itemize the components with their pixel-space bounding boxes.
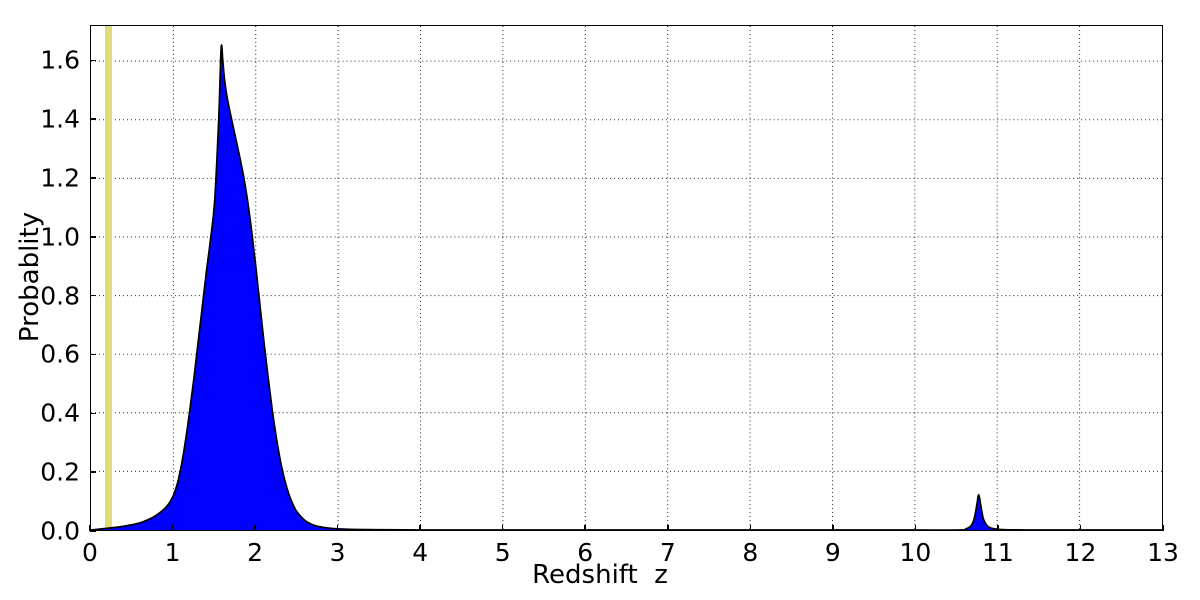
x-tick-label: 1 [164,538,181,567]
x-tick-mark [667,525,669,531]
x-tick-label: 4 [412,538,429,567]
plot-area [90,25,1163,531]
y-tick-label: 0.4 [40,398,80,428]
y-tick-label: 1.6 [40,45,80,75]
x-tick-label: 10 [899,538,932,567]
x-axis-label: Redshift z [532,560,668,590]
x-tick-label: 13 [1147,538,1179,567]
y-tick-label: 1.4 [40,104,80,134]
x-tick-mark [501,525,504,531]
x-tick-mark [89,525,91,531]
y-axis-label: Probablity [15,211,45,343]
x-tick-label: 11 [982,538,1014,567]
gridlines [91,26,1162,530]
y-tick-label: 1.0 [40,222,80,252]
x-tick-mark [419,525,421,531]
highlight-band [105,26,113,530]
x-tick-label: 0 [82,538,98,567]
y-tick-mark [90,294,96,297]
y-tick-mark [90,530,96,532]
x-tick-mark [584,525,586,531]
x-tick-mark [254,525,256,531]
x-tick-mark [749,525,752,531]
x-tick-mark [997,525,999,531]
x-tick-mark [336,525,339,531]
x-tick-mark [832,525,834,531]
x-tick-mark [171,525,174,531]
x-tick-label: 5 [494,538,511,567]
y-tick-label: 0.6 [40,339,80,369]
chart-canvas [91,26,1162,530]
y-tick-mark [90,471,96,473]
y-tick-mark [90,353,96,356]
y-tick-label: 0.8 [40,281,80,311]
x-tick-mark [914,525,917,531]
y-tick-mark [90,412,96,415]
probability-curve [91,44,1162,530]
x-tick-label: 3 [329,538,346,567]
x-tick-label: 9 [824,538,841,567]
y-tick-mark [90,59,96,62]
y-tick-mark [90,236,96,238]
x-tick-label: 6 [577,538,594,567]
y-tick-label: 0.2 [40,457,80,487]
x-tick-mark [1162,525,1164,531]
x-tick-label: 2 [247,538,264,567]
x-tick-label: 7 [659,538,676,567]
y-tick-mark [90,118,96,120]
x-tick-mark [1079,525,1082,531]
x-tick-label: 12 [1064,538,1097,567]
y-tick-label: 0.0 [40,516,80,546]
x-tick-label: 8 [742,538,759,567]
y-tick-label: 1.2 [40,163,80,193]
y-tick-mark [90,177,96,179]
